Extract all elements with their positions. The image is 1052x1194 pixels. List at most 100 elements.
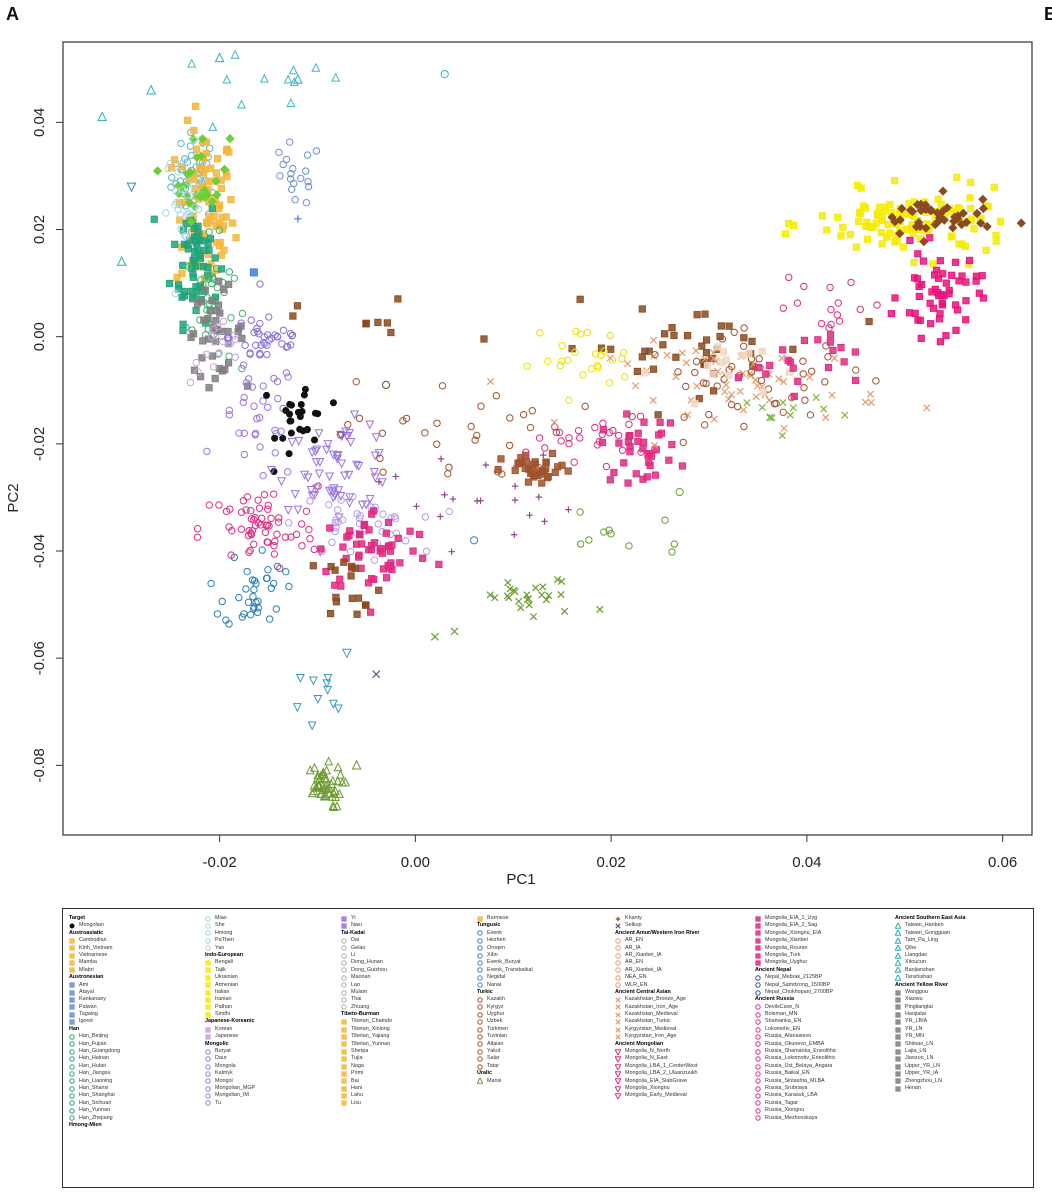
- legend-symbol-icon: [895, 1056, 901, 1062]
- legend-label: Tibetan_Yajiang: [351, 1033, 390, 1040]
- data-point: [413, 503, 420, 510]
- data-point: [320, 773, 330, 783]
- data-point: [668, 324, 676, 332]
- y-tick-label: 0.00: [31, 322, 48, 351]
- y-tick-label: -0.06: [31, 641, 48, 675]
- data-point: [477, 402, 485, 410]
- data-point: [150, 215, 158, 223]
- legend-item: Tibetan_Yunnan: [341, 1041, 477, 1048]
- data-point: [317, 545, 325, 553]
- y-tick-label: 0.04: [31, 108, 48, 137]
- data-point: [391, 514, 400, 523]
- legend-group-header: Turkic: [477, 989, 613, 996]
- legend-symbol-icon: [341, 1086, 347, 1092]
- data-point: [250, 515, 258, 524]
- data-point: [305, 765, 315, 775]
- data-point: [505, 441, 514, 450]
- data-point: [480, 335, 488, 343]
- legend-item: Uyghur: [477, 1011, 613, 1018]
- data-point: [309, 780, 319, 790]
- data-point: [193, 232, 201, 240]
- data-point: [536, 329, 544, 337]
- legend-item: Lokomotiv_EN: [755, 1026, 891, 1033]
- legend-label: Tu: [215, 1099, 222, 1106]
- legend-label: Igorot: [79, 1018, 93, 1025]
- data-point: [929, 260, 937, 268]
- legend-symbol-icon: [755, 916, 761, 922]
- data-point: [193, 299, 202, 307]
- data-point: [271, 434, 279, 442]
- legend-symbol-icon: [69, 1056, 75, 1062]
- data-point: [254, 519, 263, 527]
- data-point: [307, 788, 317, 798]
- data-point: [821, 378, 829, 386]
- data-point: [274, 518, 283, 526]
- legend-symbol-icon: [69, 1063, 75, 1070]
- legend-label: Primi: [351, 1070, 364, 1077]
- data-point: [553, 576, 562, 584]
- data-point: [978, 203, 989, 214]
- data-point: [304, 182, 313, 191]
- legend-item: Nanai: [477, 982, 613, 989]
- data-point: [416, 530, 424, 539]
- legend-label: Ancient Amur/Western Iron River: [615, 929, 700, 936]
- data-point: [610, 468, 618, 477]
- data-point: [332, 516, 340, 524]
- data-point: [223, 334, 232, 342]
- data-point: [702, 379, 710, 388]
- data-point: [551, 423, 559, 431]
- legend-symbol-icon: [205, 1034, 211, 1040]
- data-point: [337, 496, 345, 504]
- legend-item: Russia_Mezhovskaya: [755, 1115, 891, 1122]
- data-point: [196, 151, 206, 161]
- legend-symbol-icon: [69, 967, 75, 974]
- data-point: [354, 461, 364, 472]
- data-point: [701, 421, 709, 429]
- data-point: [554, 463, 562, 471]
- data-point: [775, 375, 783, 383]
- legend-item: Tibetan_Yajiang: [341, 1033, 477, 1040]
- legend-label: Kyrgyzstan_Medieval: [625, 1025, 677, 1032]
- legend-symbol-icon: [341, 1004, 347, 1011]
- data-point: [230, 274, 239, 282]
- data-point: [824, 363, 833, 372]
- data-point: [718, 359, 726, 367]
- legend-item: Hani: [341, 1085, 477, 1092]
- data-point: [264, 331, 272, 339]
- data-point: [576, 540, 585, 548]
- legend-symbol-icon: [69, 1012, 75, 1018]
- data-point: [579, 371, 587, 379]
- legend-group-header: Ancient Russia: [755, 996, 891, 1003]
- data-point: [626, 431, 634, 440]
- data-point: [498, 470, 506, 478]
- legend-item: Bengali: [205, 959, 341, 966]
- data-point: [288, 65, 298, 75]
- legend-item: Salar: [477, 1055, 613, 1062]
- data-point: [887, 309, 895, 318]
- legend-label: Japanese: [215, 1033, 239, 1040]
- legend-symbol-icon: [477, 945, 483, 951]
- data-point: [257, 521, 265, 529]
- legend-label: Armenian: [215, 981, 239, 988]
- data-point: [486, 591, 494, 599]
- data-point: [255, 414, 264, 422]
- data-point: [406, 527, 414, 535]
- data-point: [256, 280, 264, 288]
- data-point: [701, 310, 709, 318]
- data-point: [247, 530, 256, 539]
- data-point: [540, 451, 547, 459]
- legend-label: Mongolia_EIA_2_Sag: [765, 922, 818, 929]
- legend-item: Thai: [341, 996, 477, 1003]
- legend-symbol-icon: [341, 982, 347, 988]
- data-point: [979, 294, 987, 302]
- data-point: [323, 673, 333, 683]
- data-point: [557, 437, 565, 445]
- legend-item: PaThen: [205, 937, 341, 944]
- data-point: [333, 704, 343, 714]
- data-point: [273, 530, 281, 539]
- legend-item: Boisman_MN: [755, 1011, 891, 1018]
- data-point: [441, 491, 448, 498]
- legend-item: Han_Liaoning: [69, 1078, 205, 1085]
- legend-item: Nepal_Mebrak_2125BP: [755, 974, 891, 981]
- data-point: [544, 472, 552, 481]
